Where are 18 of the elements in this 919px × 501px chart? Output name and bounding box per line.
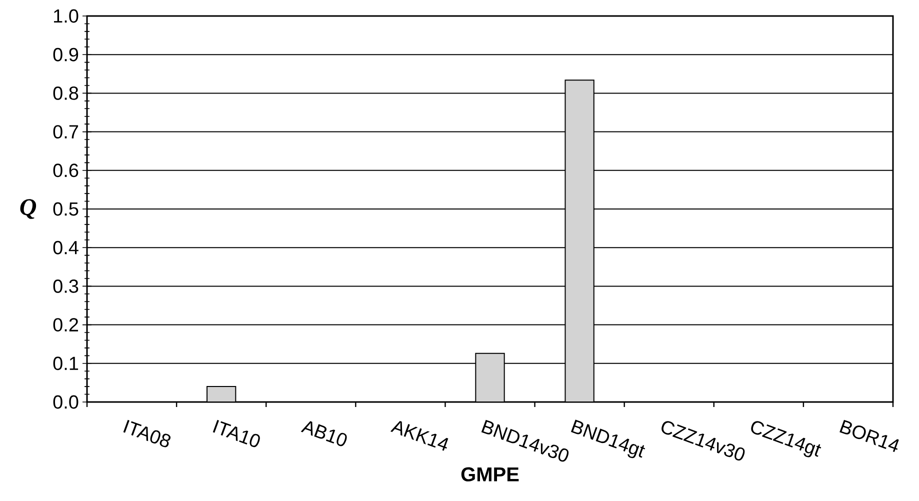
x-tick-label: AB10 — [300, 421, 347, 446]
y-tick-label: 0.3 — [53, 279, 78, 293]
x-tick-label: ITA10 — [212, 420, 260, 448]
y-tick-label: 0.4 — [53, 240, 78, 254]
y-tick-label: 0.9 — [53, 48, 78, 62]
y-axis-title: Q — [20, 199, 36, 219]
x-tick-label: AKK14 — [390, 420, 448, 451]
x-axis-title: GMPE — [461, 467, 519, 482]
x-tick-label: BOR14 — [840, 420, 899, 452]
y-tick-label: 0.1 — [53, 356, 78, 370]
y-tick-label: 0.2 — [53, 318, 78, 332]
y-tick-label: 0.0 — [53, 395, 78, 409]
y-tick-label: 0.6 — [53, 164, 78, 178]
y-tick-label: 1.0 — [54, 9, 78, 23]
x-tick-label: ITA08 — [123, 420, 171, 448]
y-tick-label: 0.7 — [53, 125, 78, 139]
y-tick-label: 0.5 — [53, 202, 78, 216]
y-tick-label: 0.8 — [53, 86, 78, 100]
